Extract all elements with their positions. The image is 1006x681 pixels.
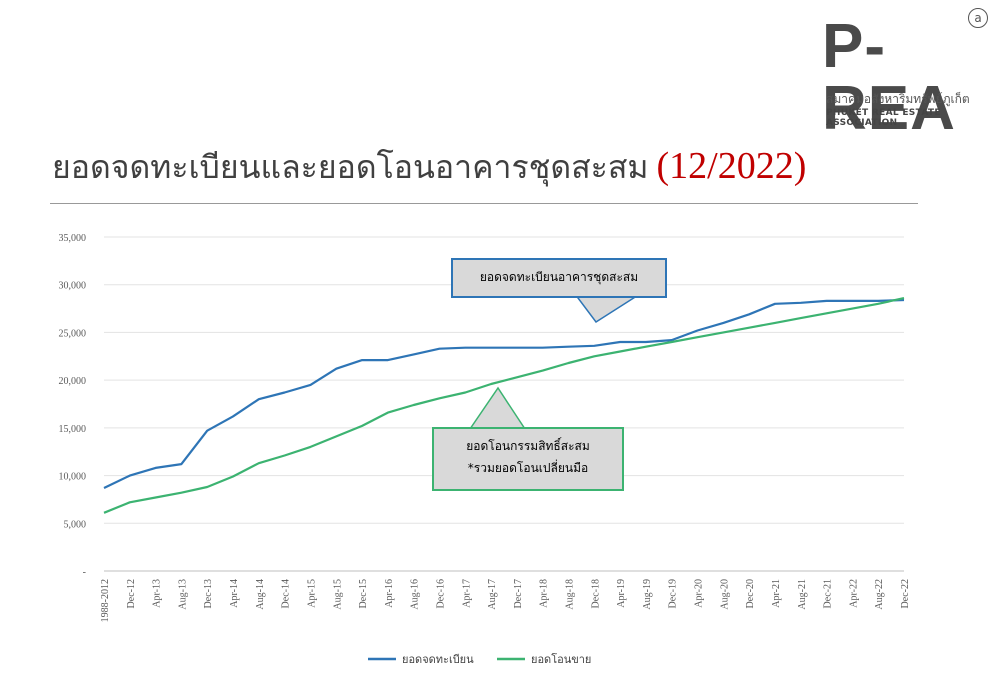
y-tick-label: 15,000 <box>59 424 87 435</box>
x-tick-label: Dec-12 <box>126 579 137 608</box>
x-tick-label: Apr-18 <box>539 579 550 608</box>
title-date: (12/2022) <box>656 145 807 187</box>
x-tick-label: Aug-16 <box>410 579 421 610</box>
y-tick-label: 30,000 <box>59 281 87 292</box>
x-tick-label: Apr-16 <box>384 579 395 608</box>
y-tick-label: 5,000 <box>64 519 87 530</box>
x-tick-label: Dec-13 <box>203 579 214 608</box>
x-tick-label: Dec-16 <box>435 579 446 608</box>
x-tick-label: Dec-17 <box>513 579 524 608</box>
y-tick-label: 20,000 <box>59 376 87 387</box>
annotation-registered-text: ยอดจดทะเบียนอาคารชุดสะสม <box>479 270 639 284</box>
page-title: ยอดจดทะเบียนและยอดโอนอาคารชุดสะสม (12/202… <box>52 142 806 193</box>
x-tick-label: Dec-22 <box>900 579 911 608</box>
x-tick-label: 1988-2012 <box>100 579 111 622</box>
x-tick-label: Aug-15 <box>332 579 343 610</box>
registered-mark: a <box>968 8 988 28</box>
x-tick-label: Aug-13 <box>177 579 188 610</box>
y-tick-label: 10,000 <box>59 472 87 483</box>
annotation-transferred-line2: *รวมยอดโอนเปลี่ยนมือ <box>467 461 589 475</box>
logo-thai-name: สมาคมอสังหาริมทรัพย์ภูเก็ต <box>826 92 970 106</box>
x-tick-label: Apr-13 <box>152 579 163 608</box>
x-tick-label: Aug-14 <box>255 579 266 610</box>
x-tick-label: Dec-14 <box>281 579 292 608</box>
annotation-transferred: ยอดโอนกรรมสิทธิ์สะสม *รวมยอดโอนเปลี่ยนมื… <box>432 427 624 491</box>
x-tick-label: Apr-21 <box>771 579 782 608</box>
y-tick-label: 35,000 <box>59 233 87 244</box>
x-tick-label: Dec-21 <box>823 579 834 608</box>
x-tick-label: Apr-14 <box>229 579 240 608</box>
x-tick-label: Aug-21 <box>797 579 808 610</box>
legend-label: ยอดจดทะเบียน <box>402 653 474 666</box>
annotation-transferred-line1: ยอดโอนกรรมสิทธิ์สะสม <box>466 439 590 453</box>
x-tick-label: Apr-19 <box>616 579 627 608</box>
y-tick-label: 25,000 <box>59 328 87 339</box>
x-tick-label: Apr-20 <box>694 579 705 608</box>
logo: P-REA a สมาคมอสังหาริมทรัพย์ภูเก็ต PHUKE… <box>818 8 996 140</box>
x-tick-label: Aug-18 <box>565 579 576 610</box>
x-tick-label: Dec-18 <box>590 579 601 608</box>
title-main: ยอดจดทะเบียนและยอดโอนอาคารชุดสะสม <box>52 148 649 186</box>
logo-mark: P-REA <box>822 12 956 143</box>
x-tick-label: Aug-17 <box>487 579 498 610</box>
annotation-registered: ยอดจดทะเบียนอาคารชุดสะสม <box>451 258 667 298</box>
annotation-registered-pointer <box>573 293 643 324</box>
series-line-registered <box>103 298 905 489</box>
x-tick-label: Aug-19 <box>642 579 653 610</box>
x-tick-label: Apr-22 <box>848 579 859 608</box>
title-divider <box>50 203 918 204</box>
x-tick-label: Dec-20 <box>745 579 756 608</box>
x-tick-label: Dec-15 <box>358 579 369 608</box>
x-tick-label: Apr-15 <box>306 579 317 608</box>
x-tick-label: Dec-19 <box>668 579 679 608</box>
legend-label: ยอดโอนขาย <box>531 652 591 666</box>
x-tick-label: Aug-20 <box>719 579 730 610</box>
x-tick-label: Apr-17 <box>461 579 472 608</box>
annotation-transferred-pointer <box>468 386 527 430</box>
y-tick-label: - <box>83 567 86 578</box>
series-line-transferred <box>103 297 905 514</box>
x-tick-label: Aug-22 <box>874 579 885 610</box>
logo-english-name: PHUKET REAL ESTATE ASSOCIATION <box>826 108 941 128</box>
